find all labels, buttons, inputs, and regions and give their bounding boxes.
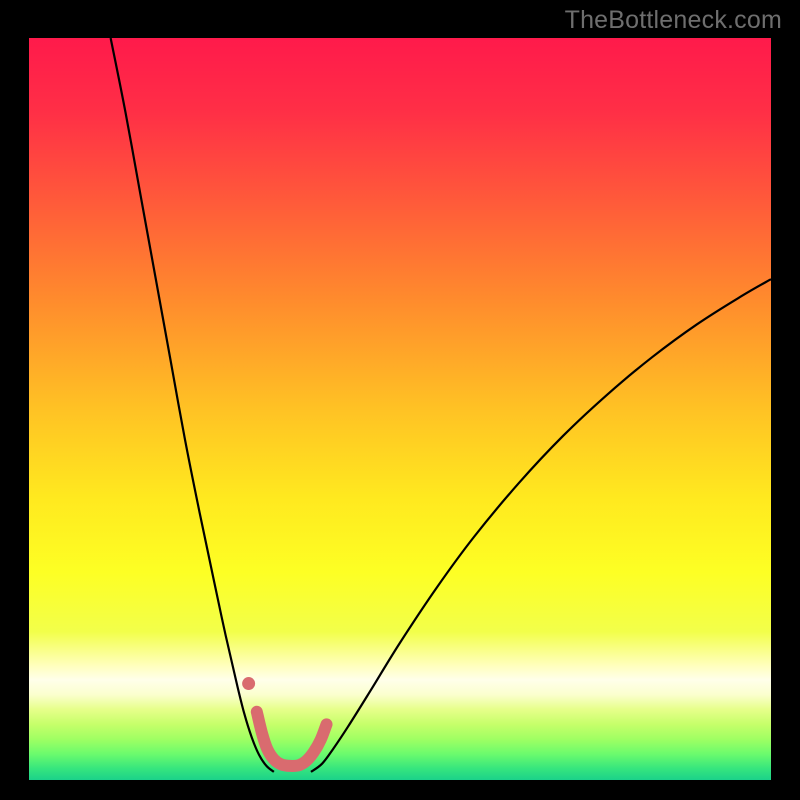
valley-marker-layer [242, 677, 326, 766]
curve-layer [111, 38, 771, 772]
watermark-text: TheBottleneck.com [565, 6, 782, 35]
curve-left-branch [111, 38, 274, 772]
chart-overlay [0, 0, 800, 800]
valley-marker-path [257, 712, 327, 766]
valley-marker-dot [242, 677, 255, 690]
stage: TheBottleneck.com [0, 0, 800, 800]
curve-right-branch [311, 279, 771, 772]
